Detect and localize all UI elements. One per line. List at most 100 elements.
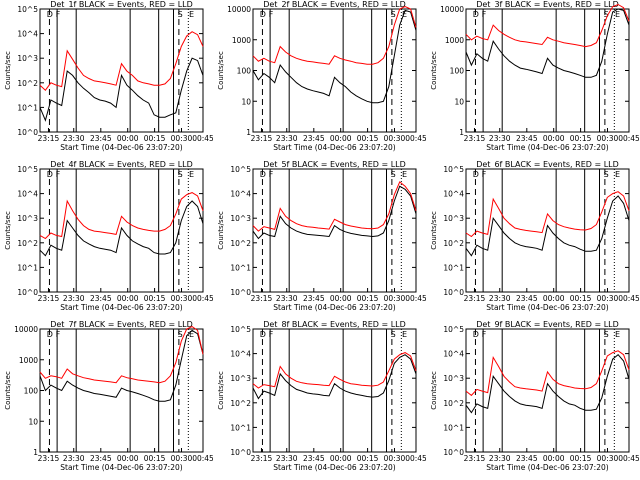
flag-label: S <box>604 330 609 339</box>
detector-panel: Det_7f BLACK = Events, RED = LLD 1 10 100 10… <box>0 320 213 480</box>
x-axis-label: Start Time (04-Dec-06 23:07:20) <box>273 143 395 152</box>
chart-title: Det_5f BLACK = Events, RED = LLD <box>263 160 406 169</box>
flag-label: D <box>260 170 266 179</box>
y-tick-label: 1 <box>33 448 38 457</box>
detector-panel: Det_6f BLACK = Events, RED = LLD 10^0 10^1… <box>426 160 639 320</box>
flag-label: F <box>269 170 274 179</box>
flag-label: E <box>615 10 620 19</box>
chart-title: Det_8f BLACK = Events, RED = LLD <box>263 320 406 329</box>
x-tick-label: 23:15 <box>38 134 60 143</box>
x-tick-label: 00:15 <box>357 454 379 463</box>
detector-panel: Det_5f BLACK = Events, RED = LLD 10^0 10^1… <box>213 160 426 320</box>
y-tick-label: 10000 <box>14 325 38 334</box>
x-tick-label: 23:45 <box>90 294 112 303</box>
series-line <box>39 329 204 402</box>
flag-label: S <box>391 10 396 19</box>
flag-label: E <box>402 10 407 19</box>
chart-svg: Det_9f BLACK = Events, RED = LLD 10^0 10^1… <box>430 320 639 472</box>
chart-title: Det_6f BLACK = Events, RED = LLD <box>476 160 619 169</box>
chart-title: Det_7f BLACK = Events, RED = LLD <box>50 320 193 329</box>
flag-label: D <box>47 170 53 179</box>
y-tick-label: 10^2 <box>17 239 38 248</box>
y-tick-label: 10^4 <box>230 190 251 199</box>
x-tick-label: 00:30 <box>384 134 406 143</box>
series-line <box>39 326 204 384</box>
detector-panel: Det_9f BLACK = Events, RED = LLD 10^0 10^1… <box>426 320 639 480</box>
y-tick-label: 10^5 <box>17 165 38 174</box>
x-tick-label: 23:45 <box>90 454 112 463</box>
flag-label: S <box>391 330 396 339</box>
y-tick-label: 10^4 <box>17 30 38 39</box>
flag-label: D <box>473 170 479 179</box>
x-tick-label: 00:30 <box>384 454 406 463</box>
detector-panel: Det_2f BLACK = Events, RED = LLD 1 10 100 10… <box>213 0 426 160</box>
y-tick-label: 10^0 <box>443 448 464 457</box>
series-line <box>39 57 204 122</box>
x-tick-label: 23:45 <box>303 454 325 463</box>
x-tick-label: 00:00 <box>117 134 139 143</box>
x-tick-label: 23:30 <box>276 454 298 463</box>
x-axis-label: Start Time (04-Dec-06 23:07:20) <box>60 463 182 472</box>
x-tick-label: 00:15 <box>144 134 166 143</box>
x-tick-label: 23:15 <box>464 454 486 463</box>
flag-label: F <box>482 330 487 339</box>
x-tick-label: 00:45 <box>618 134 639 143</box>
y-tick-label: 10^3 <box>17 214 38 223</box>
plot-frame <box>252 168 417 293</box>
chart-svg: Det_2f BLACK = Events, RED = LLD 1 10 100 10… <box>217 0 426 152</box>
plot-frame <box>465 168 630 293</box>
y-tick-label: 10^4 <box>443 350 464 359</box>
y-tick-label: 10^3 <box>17 54 38 63</box>
x-tick-label: 00:15 <box>357 294 379 303</box>
x-tick-label: 00:15 <box>570 454 592 463</box>
y-tick-label: 10^1 <box>17 263 38 272</box>
x-tick-label: 23:30 <box>489 294 511 303</box>
x-tick-label: 00:30 <box>597 134 619 143</box>
flag-label: D <box>260 10 266 19</box>
x-tick-label: 23:45 <box>516 294 538 303</box>
y-tick-label: 10^0 <box>17 288 38 297</box>
y-tick-label: 1 <box>459 128 464 137</box>
x-tick-label: 00:15 <box>570 134 592 143</box>
y-axis-label: Counts/sec <box>430 51 438 90</box>
x-tick-label: 00:15 <box>570 294 592 303</box>
y-tick-label: 10^0 <box>443 288 464 297</box>
x-tick-label: 00:00 <box>543 134 565 143</box>
flag-label: S <box>178 330 183 339</box>
x-tick-label: 00:30 <box>597 454 619 463</box>
x-axis-label: Start Time (04-Dec-06 23:07:20) <box>60 303 182 312</box>
x-tick-label: 00:45 <box>192 454 213 463</box>
x-axis-label: Start Time (04-Dec-06 23:07:20) <box>486 143 608 152</box>
x-tick-label: 00:00 <box>330 134 352 143</box>
x-tick-label: 23:45 <box>303 134 325 143</box>
chart-svg: Det_6f BLACK = Events, RED = LLD 10^0 10^1… <box>430 160 639 312</box>
x-tick-label: 23:45 <box>303 294 325 303</box>
chart-title: Det_3f BLACK = Events, RED = LLD <box>476 0 619 9</box>
series-line <box>465 354 630 414</box>
series-line <box>252 181 417 232</box>
chart-svg: Det_5f BLACK = Events, RED = LLD 10^0 10^1… <box>217 160 426 312</box>
chart-svg: Det_1f BLACK = Events, RED = LLD 10^0 10^1… <box>4 0 213 152</box>
x-axis-label: Start Time (04-Dec-06 23:07:20) <box>486 463 608 472</box>
plot-frame <box>252 328 417 453</box>
flag-label: S <box>178 170 183 179</box>
x-tick-label: 23:45 <box>90 134 112 143</box>
flag-label: F <box>56 170 61 179</box>
detector-panel: Det_3f BLACK = Events, RED = LLD 1 10 100 10… <box>426 0 639 160</box>
detector-panel: Det_4f BLACK = Events, RED = LLD 10^0 10^1… <box>0 160 213 320</box>
x-tick-label: 23:30 <box>63 134 85 143</box>
x-tick-label: 00:45 <box>405 454 426 463</box>
flag-label: S <box>391 170 396 179</box>
chart-svg: Det_3f BLACK = Events, RED = LLD 1 10 100 10… <box>430 0 639 152</box>
y-tick-label: 100 <box>450 67 465 76</box>
series-line <box>465 350 630 397</box>
plot-frame <box>39 8 204 133</box>
y-tick-label: 10^3 <box>443 214 464 223</box>
x-tick-label: 00:00 <box>330 454 352 463</box>
series-line <box>465 8 630 78</box>
y-axis-label: Counts/sec <box>430 371 438 410</box>
x-tick-label: 00:45 <box>405 134 426 143</box>
y-axis-label: Counts/sec <box>4 211 12 250</box>
x-tick-label: 00:00 <box>117 454 139 463</box>
x-tick-label: 23:15 <box>464 294 486 303</box>
